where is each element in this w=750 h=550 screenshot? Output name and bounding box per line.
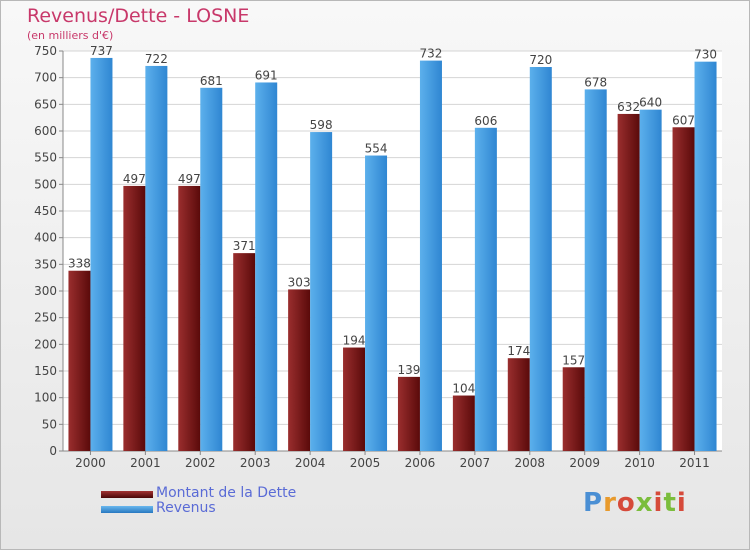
x-tick-label: 2003: [240, 456, 271, 470]
x-tick-label: 2000: [75, 456, 106, 470]
bar-dette: [452, 395, 475, 451]
bar-revenus: [694, 61, 717, 452]
data-label-revenus: 640: [639, 96, 662, 110]
data-label-revenus: 681: [200, 74, 223, 88]
bar-revenus: [419, 60, 442, 451]
data-label-revenus: 554: [365, 142, 388, 156]
bar-revenus: [474, 127, 497, 452]
x-tick-label: 2006: [405, 456, 436, 470]
legend-label-revenus: Revenus: [156, 500, 216, 516]
legend-label-dette: Montant de la Dette: [156, 485, 297, 501]
y-tick-label: 600: [34, 124, 57, 138]
data-label-dette: 338: [68, 257, 91, 271]
data-label-dette: 139: [398, 363, 421, 377]
data-label-dette: 497: [123, 172, 146, 186]
plot-area: [63, 51, 722, 451]
x-tick-label: 2002: [185, 456, 216, 470]
y-tick-label: 100: [34, 391, 57, 405]
data-label-revenus: 598: [310, 118, 333, 132]
bar-revenus: [145, 65, 168, 451]
legend-swatch-dette: [101, 491, 153, 498]
chart-subtitle: (en milliers d'€): [27, 29, 114, 42]
data-label-dette: 632: [617, 100, 640, 114]
bar-revenus: [365, 155, 388, 452]
logo-letter: i: [676, 488, 687, 518]
bar-dette: [397, 376, 420, 451]
data-label-revenus: 691: [255, 68, 278, 82]
bar-dette: [178, 185, 201, 451]
data-label-dette: 194: [343, 334, 366, 348]
bar-dette: [343, 347, 366, 451]
y-tick-label: 350: [34, 257, 57, 271]
data-label-dette: 607: [672, 113, 695, 127]
y-tick-label: 250: [34, 311, 57, 325]
data-label-revenus: 720: [529, 53, 552, 67]
x-tick-label: 2005: [350, 456, 381, 470]
bar-dette: [617, 113, 640, 451]
bar-dette: [507, 358, 530, 451]
y-tick-label: 400: [34, 231, 57, 245]
data-label-dette: 157: [562, 353, 585, 367]
bar-revenus: [639, 109, 662, 452]
data-label-revenus: 606: [474, 114, 497, 128]
legend-swatch-revenus: [101, 506, 153, 513]
bar-revenus: [200, 87, 223, 452]
bar-dette: [68, 270, 91, 451]
bar-revenus: [90, 57, 113, 451]
y-tick-label: 300: [34, 284, 57, 298]
x-tick-label: 2010: [624, 456, 655, 470]
data-label-revenus: 730: [694, 48, 717, 62]
data-label-revenus: 678: [584, 75, 607, 89]
logo-letter: r: [603, 488, 617, 518]
data-label-dette: 371: [233, 239, 256, 253]
data-label-dette: 497: [178, 172, 201, 186]
bar-dette: [288, 289, 311, 451]
data-label-dette: 303: [288, 275, 311, 289]
x-tick-label: 2009: [569, 456, 600, 470]
logo-letter: i: [653, 488, 664, 518]
bar-dette: [233, 253, 256, 451]
logo-letter: t: [663, 488, 677, 518]
bar-revenus: [255, 82, 278, 451]
y-tick-label: 450: [34, 204, 57, 218]
logo-letter: P: [583, 488, 604, 518]
data-label-dette: 174: [507, 344, 530, 358]
y-tick-label: 50: [42, 417, 57, 431]
y-tick-label: 200: [34, 337, 57, 351]
bar-dette: [123, 185, 146, 451]
chart-title: Revenus/Dette - LOSNE: [27, 5, 250, 27]
bar-revenus: [310, 132, 333, 452]
proxiti-logo: Proxiti: [583, 488, 687, 518]
x-tick-label: 2008: [515, 456, 546, 470]
x-tick-label: 2007: [460, 456, 491, 470]
data-label-revenus: 737: [90, 44, 113, 58]
bar-dette: [562, 367, 585, 451]
data-label-revenus: 732: [420, 47, 443, 61]
data-label-dette: 104: [452, 382, 475, 396]
y-tick-label: 500: [34, 177, 57, 191]
x-tick-label: 2004: [295, 456, 326, 470]
y-tick-label: 150: [34, 364, 57, 378]
bar-dette: [672, 127, 695, 452]
logo-letter: x: [635, 488, 654, 518]
y-tick-label: 700: [34, 71, 57, 85]
y-tick-label: 0: [49, 444, 57, 458]
bar-revenus: [584, 89, 607, 452]
x-tick-label: 2011: [679, 456, 710, 470]
y-tick-label: 550: [34, 151, 57, 165]
logo-letter: o: [616, 488, 636, 518]
data-label-revenus: 722: [145, 52, 168, 66]
y-tick-label: 650: [34, 97, 57, 111]
y-tick-label: 750: [34, 44, 57, 58]
x-tick-label: 2001: [130, 456, 161, 470]
bar-revenus: [529, 67, 552, 451]
